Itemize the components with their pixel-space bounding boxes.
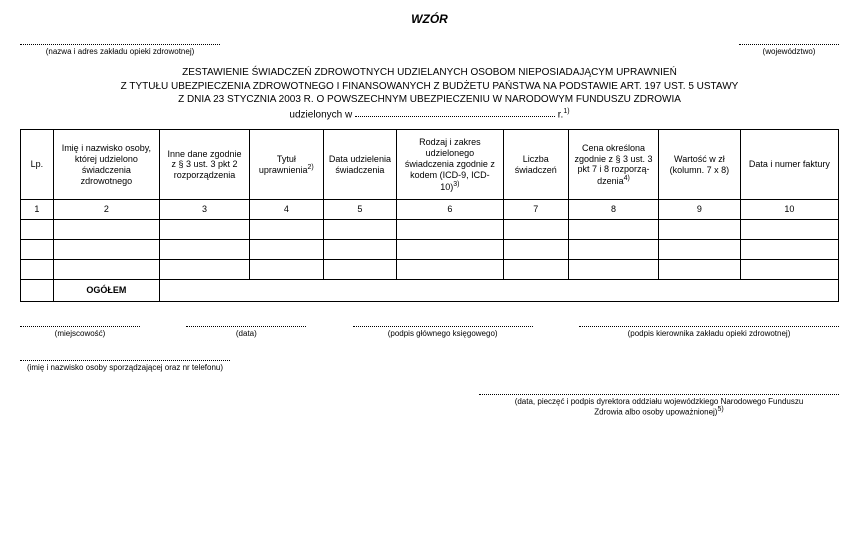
header-footnote: 4) bbox=[624, 175, 630, 182]
total-label-cell: OGÓŁEM bbox=[53, 280, 159, 302]
table-cell bbox=[740, 260, 838, 280]
table-row bbox=[21, 240, 839, 260]
title-block: ZESTAWIENIE ŚWIADCZEŃ ZDROWOTNYCH UDZIEL… bbox=[20, 66, 839, 121]
accountant-signature-label: (podpis głównego księgowego) bbox=[353, 326, 533, 338]
title-line-1: ZESTAWIENIE ŚWIADCZEŃ ZDROWOTNYCH UDZIEL… bbox=[20, 66, 839, 80]
column-header: Imię i nazwisko osoby, której udzielono … bbox=[53, 130, 159, 200]
table-cell bbox=[503, 240, 568, 260]
title-line-4-prefix: udzielonych w bbox=[289, 109, 352, 120]
table-cell bbox=[740, 220, 838, 240]
director-line-1: (data, pieczęć i podpis dyrektora oddzia… bbox=[515, 397, 804, 406]
column-header: Inne dane zgodnie z § 3 ust. 3 pkt 2 roz… bbox=[160, 130, 250, 200]
title-line-4: udzielonych w r.1) bbox=[20, 107, 839, 122]
table-cell bbox=[21, 260, 54, 280]
template-label: WZÓR bbox=[20, 12, 839, 26]
title-dotted-blank bbox=[355, 116, 555, 117]
column-header: Wartość w zł (kolumn. 7 x 8) bbox=[658, 130, 740, 200]
table-cell bbox=[160, 260, 250, 280]
director-line-2: Zdrowia albo osoby upoważnionej) bbox=[594, 408, 717, 417]
preparer-field-label: (imię i nazwisko osoby sporządzającej or… bbox=[20, 360, 230, 372]
column-number-cell: 8 bbox=[569, 200, 659, 220]
table-cell bbox=[53, 220, 159, 240]
services-table: Lp.Imię i nazwisko osoby, której udzielo… bbox=[20, 129, 839, 302]
table-cell bbox=[21, 220, 54, 240]
table-cell bbox=[658, 240, 740, 260]
table-row bbox=[21, 260, 839, 280]
column-number-cell: 10 bbox=[740, 200, 838, 220]
table-cell bbox=[160, 240, 250, 260]
table-cell bbox=[21, 240, 54, 260]
table-cell bbox=[397, 260, 503, 280]
column-number-cell: 3 bbox=[160, 200, 250, 220]
column-number-cell: 4 bbox=[250, 200, 324, 220]
table-cell bbox=[250, 240, 324, 260]
column-header: Cena określona zgodnie z § 3 ust. 3 pkt … bbox=[569, 130, 659, 200]
table-cell bbox=[250, 220, 324, 240]
total-lp-cell bbox=[21, 280, 54, 302]
place-field-label: (miejscowość) bbox=[20, 326, 140, 338]
title-line-2: Z TYTUŁU UBEZPIECZENIA ZDROWOTNEGO I FIN… bbox=[20, 80, 839, 94]
table-cell bbox=[250, 260, 324, 280]
column-number-cell: 1 bbox=[21, 200, 54, 220]
table-cell bbox=[569, 220, 659, 240]
header-fields-row: (nazwa i adres zakładu opieki zdrowotnej… bbox=[20, 44, 839, 56]
table-cell bbox=[323, 220, 397, 240]
column-number-cell: 2 bbox=[53, 200, 159, 220]
table-header-row: Lp.Imię i nazwisko osoby, której udzielo… bbox=[21, 130, 839, 200]
director-signature-label: (data, pieczęć i podpis dyrektora oddzia… bbox=[479, 394, 839, 417]
column-header: Tytuł uprawnienia2) bbox=[250, 130, 324, 200]
title-line-3: Z DNIA 23 STYCZNIA 2003 R. O POWSZECHNYM… bbox=[20, 93, 839, 107]
voivodeship-field-label: (województwo) bbox=[739, 44, 839, 56]
header-footnote: 2) bbox=[307, 164, 313, 171]
table-cell bbox=[53, 260, 159, 280]
table-cell bbox=[53, 240, 159, 260]
table-cell bbox=[160, 220, 250, 240]
date-field-label: (data) bbox=[186, 326, 306, 338]
signature-row-2: (imię i nazwisko osoby sporządzającej or… bbox=[20, 360, 839, 372]
table-cell bbox=[397, 220, 503, 240]
manager-signature-label: (podpis kierownika zakładu opieki zdrowo… bbox=[579, 326, 839, 338]
director-footnote-5: 5) bbox=[717, 406, 723, 413]
table-cell bbox=[323, 260, 397, 280]
table-cell bbox=[397, 240, 503, 260]
table-cell bbox=[658, 260, 740, 280]
column-header: Data udzielenia świadczenia bbox=[323, 130, 397, 200]
header-footnote: 3) bbox=[453, 181, 459, 188]
signature-row-3: (data, pieczęć i podpis dyrektora oddzia… bbox=[20, 394, 839, 417]
column-number-cell: 6 bbox=[397, 200, 503, 220]
column-number-row: 12345678910 bbox=[21, 200, 839, 220]
signature-row-1: (miejscowość) (data) (podpis głównego ks… bbox=[20, 326, 839, 338]
total-row: OGÓŁEM bbox=[21, 280, 839, 302]
column-number-cell: 5 bbox=[323, 200, 397, 220]
table-cell bbox=[323, 240, 397, 260]
table-cell bbox=[569, 260, 659, 280]
table-cell bbox=[503, 220, 568, 240]
table-cell bbox=[503, 260, 568, 280]
title-footnote-1: 1) bbox=[563, 108, 569, 115]
column-header: Liczba świadczeń bbox=[503, 130, 568, 200]
establishment-field-label: (nazwa i adres zakładu opieki zdrowotnej… bbox=[20, 44, 220, 56]
column-number-cell: 9 bbox=[658, 200, 740, 220]
column-header: Rodzaj i zakres udzielonego świadczenia … bbox=[397, 130, 503, 200]
column-header: Lp. bbox=[21, 130, 54, 200]
table-row bbox=[21, 220, 839, 240]
column-header: Data i numer faktury bbox=[740, 130, 838, 200]
column-number-cell: 7 bbox=[503, 200, 568, 220]
table-cell bbox=[569, 240, 659, 260]
total-value-cell bbox=[160, 280, 839, 302]
table-cell bbox=[658, 220, 740, 240]
table-cell bbox=[740, 240, 838, 260]
